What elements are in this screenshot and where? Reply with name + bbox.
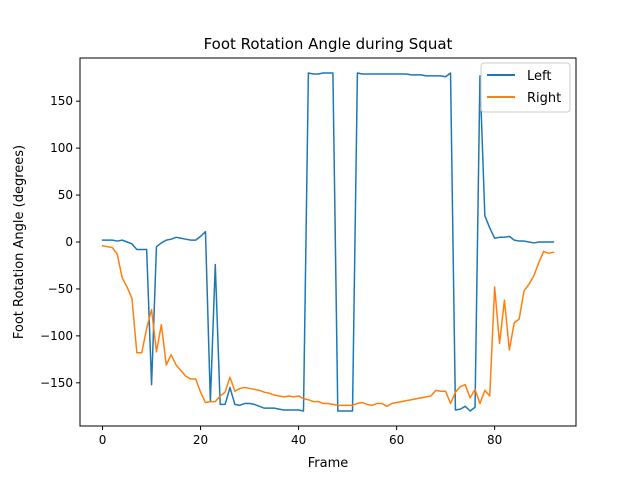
y-axis-ticks: −150 −100 −50 0 50 100 150	[40, 94, 80, 390]
y-tick-label: −150	[40, 376, 73, 390]
x-tick-label: 60	[389, 433, 404, 447]
x-axis-label: Frame	[308, 456, 349, 471]
y-axis-label: Foot Rotation Angle (degrees)	[12, 145, 27, 339]
series-line-left	[101, 72, 555, 412]
y-tick-label: −50	[48, 282, 73, 296]
y-tick-label: 0	[65, 235, 73, 249]
y-tick-label: 100	[50, 141, 73, 155]
chart-title: Foot Rotation Angle during Squat	[204, 35, 453, 53]
y-tick-label: 50	[58, 188, 73, 202]
series-layer	[101, 72, 555, 412]
x-tick-label: 80	[487, 433, 502, 447]
y-tick-label: −100	[40, 329, 73, 343]
legend-label-left: Left	[527, 69, 551, 84]
x-axis-ticks: 0 20 40 60 80	[99, 426, 502, 447]
legend: Left Right	[480, 62, 571, 113]
x-tick-label: 0	[99, 433, 107, 447]
x-tick-label: 20	[193, 433, 208, 447]
legend-label-right: Right	[527, 91, 561, 106]
series-line-right	[101, 244, 555, 408]
y-tick-label: 150	[50, 94, 73, 108]
x-tick-label: 40	[291, 433, 306, 447]
